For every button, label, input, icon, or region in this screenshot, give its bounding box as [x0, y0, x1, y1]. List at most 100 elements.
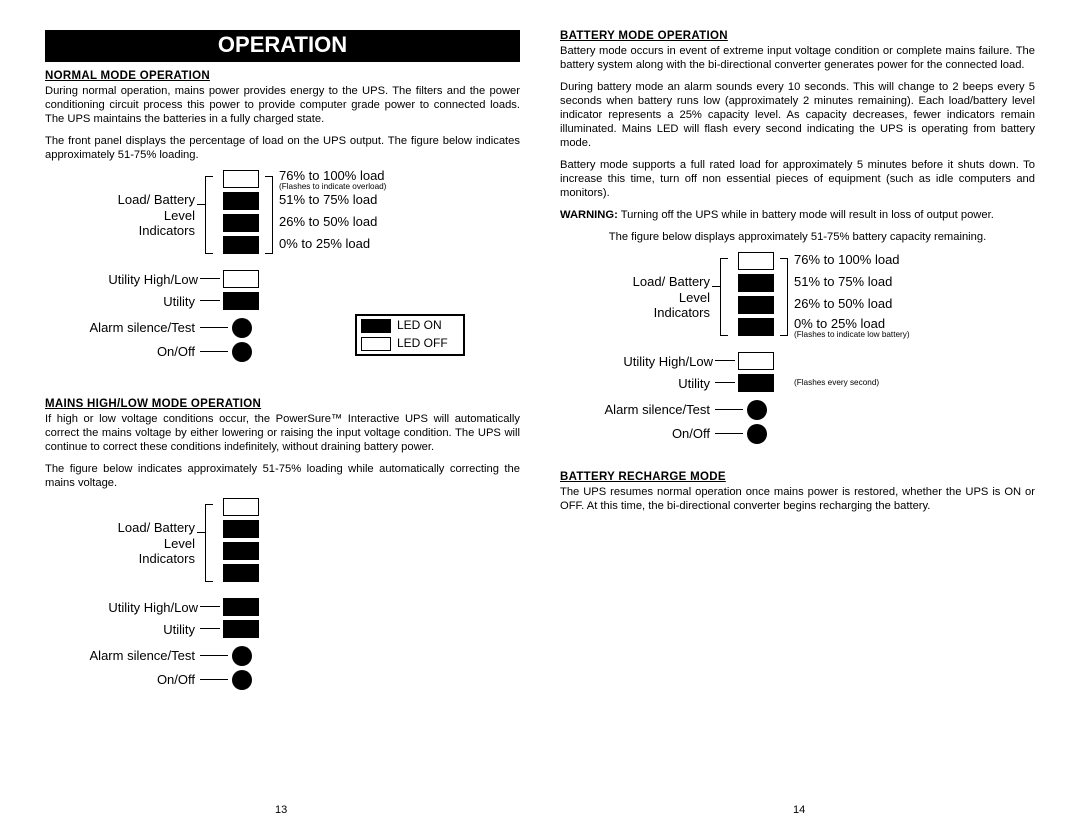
- led-76-100: [223, 170, 259, 188]
- line2-on-off: [200, 679, 228, 680]
- legend-swatch-on: [361, 319, 391, 333]
- normal-mode-heading: NORMAL MODE OPERATION: [45, 70, 520, 82]
- led2-51-75: [223, 520, 259, 538]
- bracket-h-load-battery: [197, 204, 205, 205]
- led3-76-100: [738, 252, 774, 270]
- battery-p3: Battery mode supports a full rated load …: [560, 158, 1035, 200]
- led2-26-50: [223, 542, 259, 560]
- label3-utility: Utility: [620, 376, 710, 391]
- range3-0-25: 0% to 25% load: [794, 316, 885, 331]
- led3-0-25: [738, 318, 774, 336]
- label3-alarm: Alarm silence/Test: [590, 402, 710, 417]
- bracket-right: [265, 176, 273, 254]
- label-utility: Utility: [105, 294, 195, 309]
- btn3-alarm: [747, 400, 767, 420]
- led3-utility-high-low: [738, 352, 774, 370]
- bracket-load-battery: [205, 176, 213, 254]
- line2-util: [200, 628, 220, 629]
- recharge-heading: BATTERY RECHARGE MODE: [560, 471, 1035, 483]
- label-level-indicators-2: Level Indicators: [105, 536, 195, 566]
- normal-mode-p2: The front panel displays the percentage …: [45, 134, 520, 162]
- range3-76-100: 76% to 100% load: [794, 252, 900, 267]
- battery-diagram: Load/ Battery Level Indicators Utility H…: [560, 252, 1035, 457]
- bracket3-h: [712, 286, 720, 287]
- led-utility: [223, 292, 259, 310]
- btn2-on-off: [232, 670, 252, 690]
- led-utility-high-low: [223, 270, 259, 288]
- range-51-75: 51% to 75% load: [279, 192, 377, 207]
- led3-utility: [738, 374, 774, 392]
- normal-mode-p1: During normal operation, mains power pro…: [45, 84, 520, 126]
- mains-heading: MAINS HIGH/LOW MODE OPERATION: [45, 398, 520, 410]
- label-alarm-2: Alarm silence/Test: [75, 648, 195, 663]
- warning-text: Turning off the UPS while in battery mod…: [618, 209, 994, 221]
- line-utility-high-low: [200, 278, 220, 279]
- line3-alarm: [715, 409, 743, 410]
- bracket-load-battery-2: [205, 504, 213, 582]
- battery-heading: BATTERY MODE OPERATION: [560, 30, 1035, 42]
- label-on-off: On/Off: [105, 344, 195, 359]
- led-0-25: [223, 236, 259, 254]
- label-alarm: Alarm silence/Test: [75, 320, 195, 335]
- mains-p2: The figure below indicates approximately…: [45, 462, 520, 490]
- line2-alarm: [200, 655, 228, 656]
- range3-26-50: 26% to 50% load: [794, 296, 892, 311]
- battery-p2: During battery mode an alarm sounds ever…: [560, 80, 1035, 150]
- led2-utility: [223, 620, 259, 638]
- line2-util-hl: [200, 606, 220, 607]
- label-utility-high-low: Utility High/Low: [103, 272, 198, 287]
- line3-util-hl: [715, 360, 735, 361]
- line3-util: [715, 382, 735, 383]
- led2-0-25: [223, 564, 259, 582]
- led2-76-100: [223, 498, 259, 516]
- legend-led-on: LED ON: [397, 318, 442, 332]
- operation-title: OPERATION: [45, 30, 520, 62]
- label-on-off-2: On/Off: [105, 672, 195, 687]
- recharge-p: The UPS resumes normal operation once ma…: [560, 485, 1035, 513]
- mains-p1: If high or low voltage conditions occur,…: [45, 412, 520, 454]
- legend-swatch-off: [361, 337, 391, 351]
- led3-26-50: [738, 296, 774, 314]
- line-alarm: [200, 327, 228, 328]
- label-utility-2: Utility: [105, 622, 195, 637]
- legend-led-off: LED OFF: [397, 336, 448, 350]
- page-num-left: 13: [275, 804, 287, 816]
- label3-load-battery: Load/ Battery: [620, 274, 710, 289]
- btn2-alarm: [232, 646, 252, 666]
- label-utility-high-low-2: Utility High/Low: [103, 600, 198, 615]
- flash-note: (Flashes every second): [794, 378, 879, 387]
- label-load-battery-2: Load/ Battery: [105, 520, 195, 535]
- btn3-on-off: [747, 424, 767, 444]
- label-level-indicators: Level Indicators: [105, 208, 195, 238]
- led-26-50: [223, 214, 259, 232]
- warning-label: WARNING:: [560, 209, 618, 221]
- range3-51-75: 51% to 75% load: [794, 274, 892, 289]
- range-76-100: 76% to 100% load: [279, 168, 385, 183]
- label3-on-off: On/Off: [620, 426, 710, 441]
- low-batt-note: (Flashes to indicate low battery): [794, 330, 910, 339]
- battery-warning: WARNING: Turning off the UPS while in ba…: [560, 208, 1035, 222]
- battery-p1: Battery mode occurs in event of extreme …: [560, 44, 1035, 72]
- label3-level-indicators: Level Indicators: [620, 290, 710, 320]
- battery-fig-note: The figure below displays approximately …: [560, 230, 1035, 244]
- mains-diagram: Load/ Battery Level Indicators Utility H…: [45, 498, 520, 698]
- bracket3-left: [720, 258, 728, 336]
- line-on-off: [200, 351, 228, 352]
- normal-mode-diagram: Load/ Battery Level Indicators Utility H…: [45, 170, 520, 388]
- btn-alarm: [232, 318, 252, 338]
- line3-on-off: [715, 433, 743, 434]
- bracket-h-load-battery-2: [197, 532, 205, 533]
- led3-51-75: [738, 274, 774, 292]
- page-num-right: 14: [793, 804, 805, 816]
- led2-utility-high-low: [223, 598, 259, 616]
- label-load-battery: Load/ Battery: [105, 192, 195, 207]
- bracket3-right: [780, 258, 788, 336]
- led-51-75: [223, 192, 259, 210]
- label3-utility-high-low: Utility High/Low: [618, 354, 713, 369]
- btn-on-off: [232, 342, 252, 362]
- overload-note: (Flashes to indicate overload): [279, 182, 386, 191]
- line-utility: [200, 300, 220, 301]
- legend-box: LED ON LED OFF: [355, 314, 465, 356]
- range-26-50: 26% to 50% load: [279, 214, 377, 229]
- range-0-25: 0% to 25% load: [279, 236, 370, 251]
